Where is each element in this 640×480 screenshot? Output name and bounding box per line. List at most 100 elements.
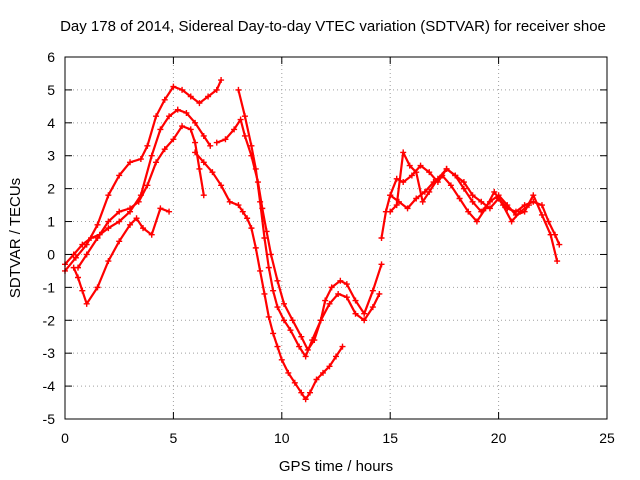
data-point xyxy=(187,93,194,100)
data-point xyxy=(127,221,134,228)
data-point xyxy=(508,218,515,225)
data-point xyxy=(79,241,86,248)
chart-title: Day 178 of 2014, Sidereal Day-to-day VTE… xyxy=(60,18,606,35)
series-trace xyxy=(63,78,223,272)
data-point xyxy=(179,86,186,93)
data-point xyxy=(538,211,545,218)
data-point xyxy=(148,152,155,159)
x-tick-label: 25 xyxy=(599,430,615,446)
series-track-8 xyxy=(378,162,563,248)
y-tick-label: 6 xyxy=(47,49,55,65)
series-trace xyxy=(194,151,344,401)
data-point xyxy=(196,100,203,107)
data-point xyxy=(213,86,220,93)
y-tick-label: -5 xyxy=(43,411,56,427)
data-point xyxy=(179,123,186,130)
data-point xyxy=(133,215,140,222)
grid xyxy=(65,57,607,419)
data-point xyxy=(222,136,229,143)
data-point xyxy=(274,304,281,311)
data-point xyxy=(270,287,277,294)
data-point xyxy=(525,202,532,209)
series-track-4 xyxy=(70,205,173,307)
data-point xyxy=(274,277,281,284)
data-point xyxy=(244,215,251,222)
data-point xyxy=(248,225,255,232)
data-point xyxy=(274,343,281,350)
data-point xyxy=(192,119,199,126)
data-point xyxy=(333,353,339,360)
data-point xyxy=(161,96,168,103)
data-point xyxy=(248,142,255,149)
data-point xyxy=(94,221,101,228)
plot-frame xyxy=(64,56,608,420)
data-point xyxy=(209,169,216,176)
data-point xyxy=(137,156,144,163)
data-point xyxy=(280,300,287,307)
data-point xyxy=(135,198,142,205)
data-point xyxy=(105,218,112,225)
y-tick-label: 3 xyxy=(47,148,55,164)
data-point xyxy=(343,294,350,301)
data-point xyxy=(153,159,160,166)
data-point xyxy=(413,169,420,176)
data-point xyxy=(196,165,203,172)
data-point xyxy=(545,218,552,225)
series-trace xyxy=(389,151,559,263)
data-point xyxy=(456,195,463,202)
series-track-7 xyxy=(235,86,383,360)
data-point xyxy=(378,235,385,241)
data-point xyxy=(192,139,199,146)
data-point xyxy=(153,113,160,120)
data-point xyxy=(278,356,285,363)
data-point xyxy=(313,376,320,383)
data-point xyxy=(105,225,112,232)
series-track-2 xyxy=(62,106,214,268)
series-track-6 xyxy=(213,116,385,353)
data-point xyxy=(413,195,420,202)
data-point xyxy=(322,297,329,304)
data-point xyxy=(302,353,309,360)
data-point xyxy=(116,218,123,225)
data-point xyxy=(554,258,561,265)
y-tick-label: -2 xyxy=(43,312,56,328)
data-point xyxy=(241,113,248,120)
series-track-9 xyxy=(387,149,561,265)
y-tick-label: 5 xyxy=(47,82,55,98)
y-tick-label: 4 xyxy=(47,115,55,131)
data-series xyxy=(62,77,563,403)
data-point xyxy=(235,202,242,209)
data-point xyxy=(116,238,123,245)
x-tick-label: 15 xyxy=(382,430,398,446)
data-point xyxy=(556,241,563,248)
y-tick-label: -1 xyxy=(43,279,56,295)
data-point xyxy=(335,290,342,297)
data-point xyxy=(339,343,346,350)
data-point xyxy=(83,251,90,258)
data-point xyxy=(170,83,177,90)
axis-ticks: 0 5 10 15 20 25 -5 -4 -3 -2 -1 0 1 2 3 4 5 6 xyxy=(43,49,615,446)
data-point xyxy=(302,396,309,403)
data-point xyxy=(200,159,207,166)
data-point xyxy=(517,208,524,215)
data-point xyxy=(270,330,277,337)
data-point xyxy=(393,202,400,209)
data-point xyxy=(317,317,324,324)
data-point xyxy=(241,132,248,139)
data-point xyxy=(530,192,537,199)
data-point xyxy=(460,179,467,186)
data-point xyxy=(267,251,274,258)
data-point xyxy=(352,297,359,304)
x-tick-label: 20 xyxy=(491,430,507,446)
data-point xyxy=(226,198,233,205)
y-tick-label: 1 xyxy=(47,214,55,230)
data-point xyxy=(157,205,164,212)
data-point xyxy=(170,136,177,143)
y-tick-label: -3 xyxy=(43,345,56,361)
data-point xyxy=(387,208,394,215)
data-point xyxy=(430,179,437,186)
data-point xyxy=(419,198,426,205)
data-point xyxy=(94,235,101,241)
data-point xyxy=(491,188,498,195)
